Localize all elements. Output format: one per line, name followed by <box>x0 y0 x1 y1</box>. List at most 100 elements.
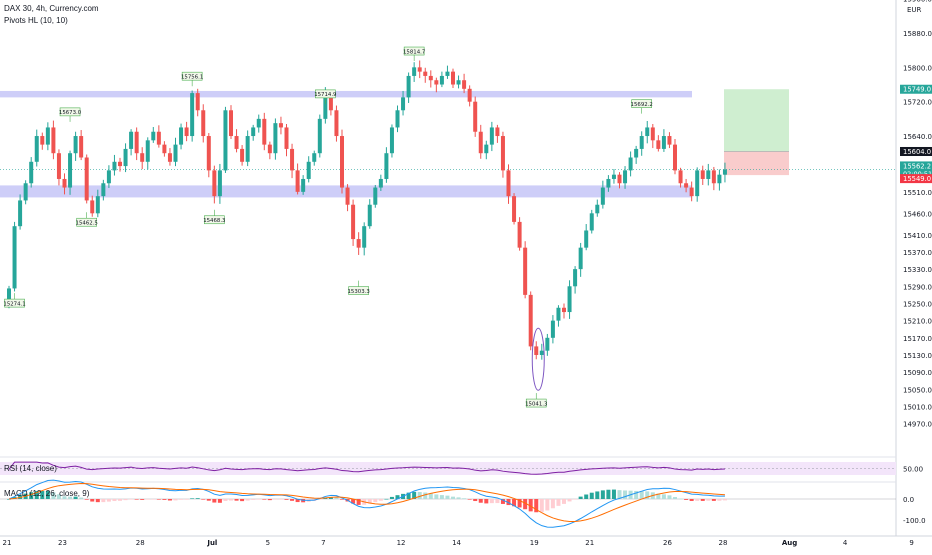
macd-bar-93 <box>523 499 528 510</box>
macd-bar-69 <box>389 496 394 499</box>
pivot-box-3 <box>181 71 203 81</box>
candle-body-86 <box>484 144 489 154</box>
candle-body-46 <box>262 118 267 145</box>
macd-bar-0 <box>7 499 11 500</box>
candle-body-51 <box>290 148 295 171</box>
time-tick-10: 26 <box>663 539 672 547</box>
macd-bar-11 <box>68 496 73 499</box>
symbol-legend[interactable]: DAX 30, 4h, Currency.com <box>4 4 99 13</box>
macd-bar-46 <box>262 499 267 500</box>
candle-body-105 <box>589 213 594 231</box>
candle-body-75 <box>423 71 428 76</box>
macd-bar-104 <box>584 494 589 499</box>
price-tick-2: 15050.0 <box>903 386 932 394</box>
macd-bar-9 <box>56 494 61 499</box>
candle-body-77 <box>434 80 439 85</box>
macd-bar-49 <box>278 499 283 500</box>
macd-bar-94 <box>528 499 533 512</box>
macd-bar-119 <box>667 495 672 499</box>
candles <box>7 60 727 360</box>
price-tick-4: 15130.0 <box>903 352 932 360</box>
candle-body-17 <box>101 183 106 197</box>
candle-body-103 <box>578 247 583 270</box>
price-tag-stop <box>900 174 932 184</box>
candle-body-87 <box>489 127 494 145</box>
price-tick-7: 15250.0 <box>903 300 932 308</box>
price-tag-label-stop: 15549.0 <box>903 175 931 183</box>
macd-bar-128 <box>717 499 722 501</box>
candle-body-35 <box>201 110 206 137</box>
macd-bar-129 <box>722 499 727 501</box>
candle-body-37 <box>212 170 217 197</box>
candle-body-117 <box>656 140 661 149</box>
candle-body-124 <box>695 170 700 197</box>
candle-body-64 <box>362 226 367 248</box>
candle-body-120 <box>673 144 677 171</box>
pivot-box-5 <box>315 89 336 99</box>
macd-bar-39 <box>223 499 228 501</box>
time-tick-6: 12 <box>397 539 406 547</box>
macd-bar-20 <box>118 499 122 501</box>
candle-body-102 <box>573 269 578 287</box>
macd-bar-6 <box>40 491 45 499</box>
candle-body-24 <box>140 153 145 162</box>
macd-bar-45 <box>256 499 261 500</box>
candle-body-85 <box>478 131 483 154</box>
candle-body-40 <box>229 110 233 137</box>
candle-body-74 <box>417 67 422 72</box>
candle-body-23 <box>134 131 139 154</box>
candle-body-92 <box>517 221 522 248</box>
macd-bar-99 <box>556 499 561 506</box>
candle-body-57 <box>323 93 328 119</box>
macd-bar-89 <box>500 499 505 504</box>
candle-body-53 <box>301 178 306 192</box>
candle-body-69 <box>389 127 394 154</box>
candle-body-3 <box>23 183 28 201</box>
candle-body-125 <box>700 170 705 179</box>
macd-bar-122 <box>684 499 689 500</box>
time-tick-2: 28 <box>136 539 145 547</box>
macd-bar-70 <box>395 495 400 499</box>
candle-body-16 <box>95 196 100 214</box>
macd-bar-14 <box>84 499 89 500</box>
candle-body-110 <box>617 174 622 184</box>
candle-body-80 <box>451 71 455 85</box>
pivot-box-4 <box>204 215 225 225</box>
macd-bar-58 <box>328 497 333 499</box>
time-tick-9: 21 <box>585 539 594 547</box>
candle-body-54 <box>306 161 311 179</box>
macd-bar-117 <box>656 493 661 499</box>
macd-bar-127 <box>711 499 716 501</box>
candle-body-26 <box>151 131 156 141</box>
macd-legend[interactable]: MACD (12, 26, close, 9) <box>4 489 90 498</box>
pivots-legend[interactable]: Pivots HL (10, 10) <box>4 16 68 25</box>
candle-body-109 <box>611 174 616 179</box>
candle-body-33 <box>190 93 195 137</box>
candle-body-98 <box>550 320 555 338</box>
candle-body-10 <box>62 178 67 188</box>
pivot-box-6 <box>348 286 369 295</box>
candle-body-114 <box>639 136 644 149</box>
price-tag-entry <box>900 146 932 156</box>
candle-body-56 <box>317 118 322 154</box>
macd-bar-123 <box>689 499 694 501</box>
macd-bar-80 <box>451 496 455 499</box>
candle-body-95 <box>534 346 539 355</box>
macd-bar-17 <box>101 499 106 503</box>
candle-body-73 <box>412 67 417 76</box>
macd-bar-7 <box>45 490 50 499</box>
macd-bar-65 <box>367 499 372 504</box>
rsi-legend[interactable]: RSI (14, close) <box>4 464 57 473</box>
macd-bar-109 <box>611 489 616 499</box>
macd-bar-96 <box>539 499 544 512</box>
candle-body-70 <box>395 110 400 128</box>
macd-bar-43 <box>245 499 250 501</box>
macd-bar-74 <box>417 491 422 499</box>
price-tick-3: 15090.0 <box>903 369 932 377</box>
candle-body-63 <box>356 239 361 248</box>
price-tag-label-last: 15562.2 <box>903 162 931 170</box>
price-tag-sublabel-last: 02:00:51 <box>903 170 932 178</box>
macd-bar-56 <box>317 499 322 500</box>
